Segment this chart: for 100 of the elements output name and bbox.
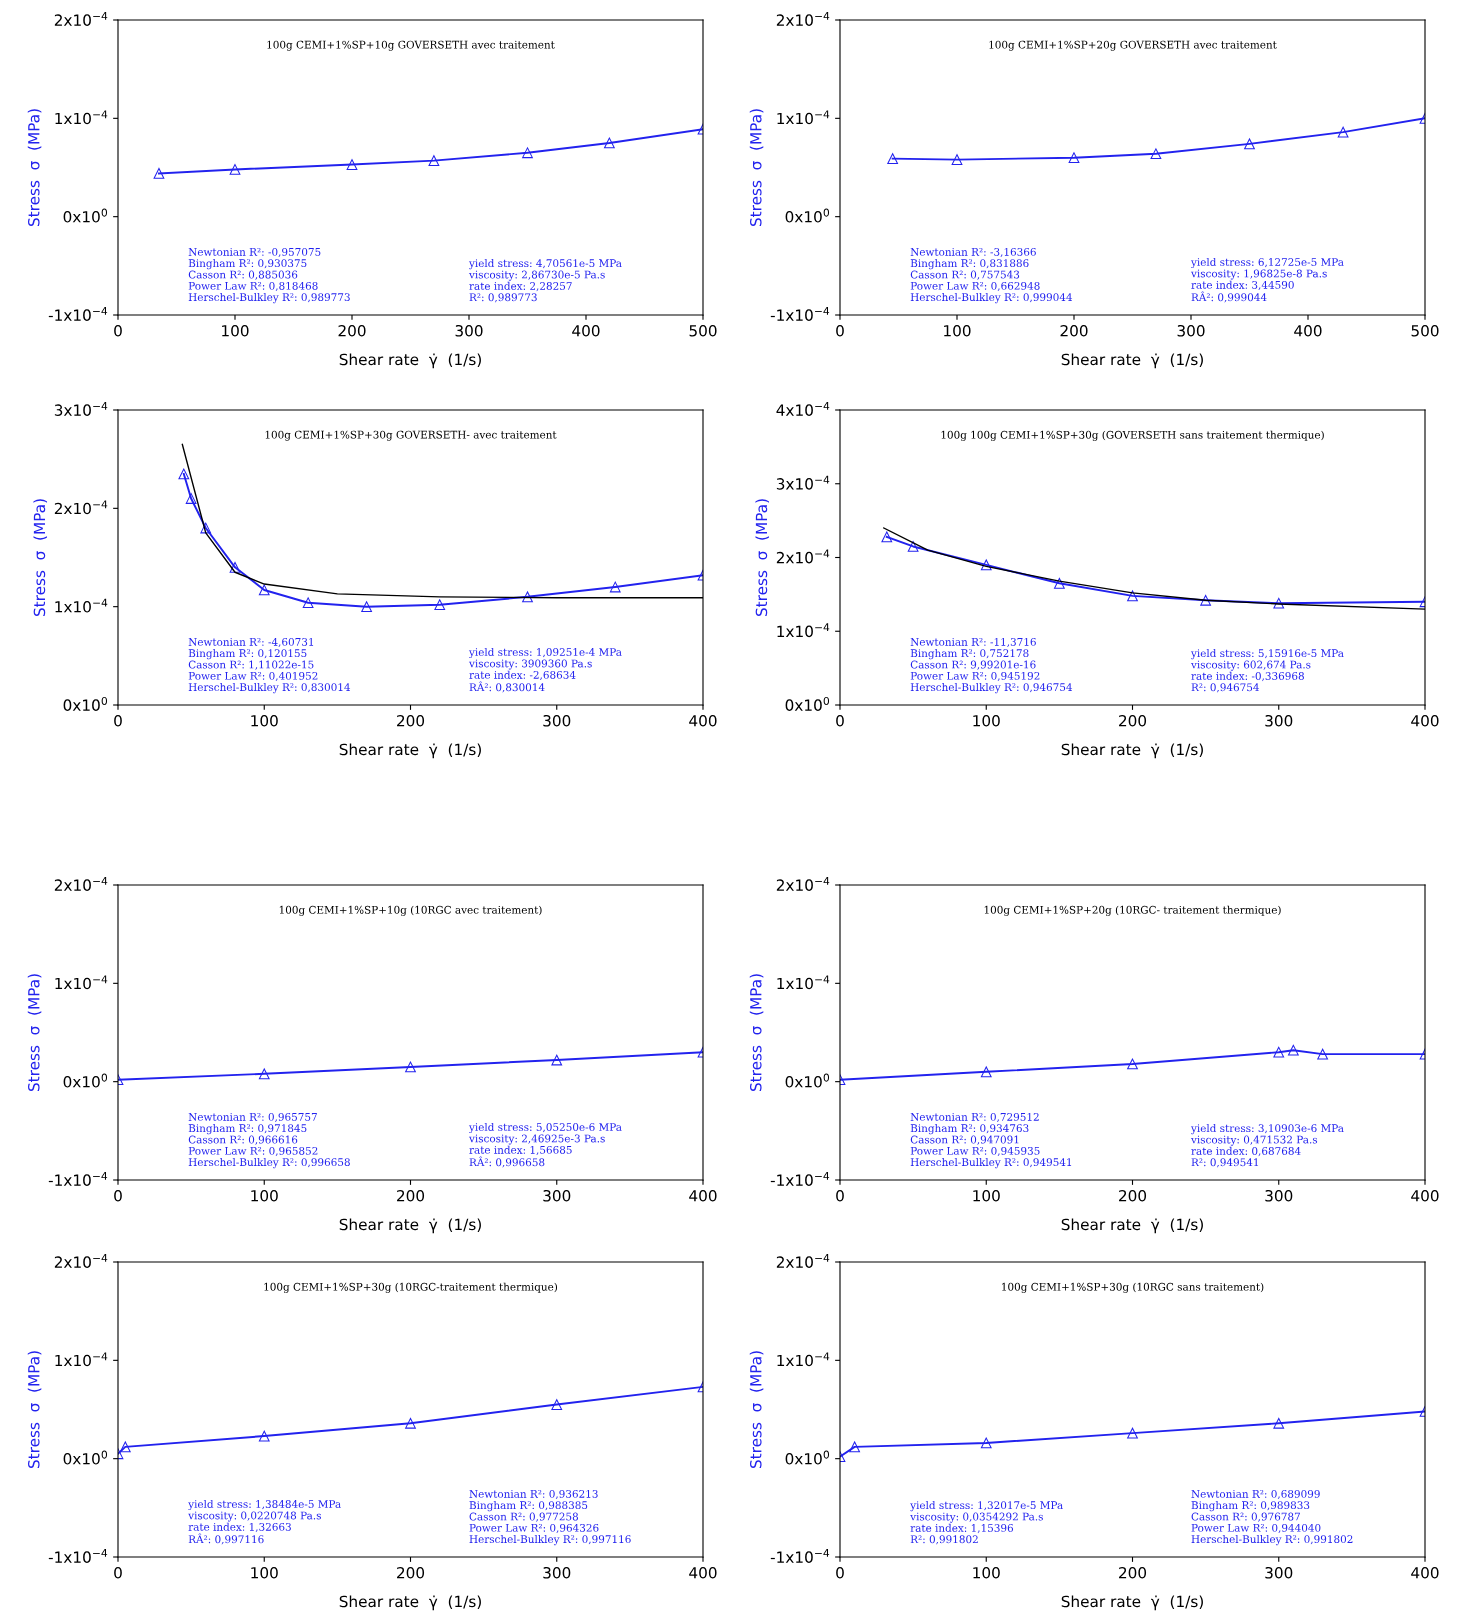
y-tick-label: 0x10$^{0}$ (63, 208, 108, 223)
x-tick-label: 0 (836, 714, 844, 727)
annotation: Newtonian R²: 0,689099 Bingham R²: 0,989833 Casson R²: 0,976787 Power Law R²: 0,944040 Herschel-Bulkley R²: 0,991802 (1191, 1489, 1353, 1546)
point (119, 1441, 131, 1453)
x-tick-label: 400 (1411, 1566, 1439, 1579)
y-axis-title: Stress σ (MPa) (749, 109, 764, 227)
y-tick-label: 2x10$^{−4}$ (776, 549, 830, 564)
x-axis-title: Shear rate γ̇ (1/s) (339, 353, 481, 369)
x-axis-title: Shear rate γ̇ (1/s) (1061, 743, 1203, 759)
point (1127, 590, 1138, 602)
x-tick-label: 400 (1294, 324, 1322, 337)
y-tick-label: 0x10$^{0}$ (785, 1450, 830, 1465)
text: 100g CEMI+1%SP+20g (10RGC- traitement thermique) (984, 905, 1281, 916)
x-tick-label: 300 (543, 1189, 571, 1202)
annotation: yield stress: 1,38484e-5 MPa viscosity: 0,0220748 Pa.s rate index: 1,32663 RÂ²: 0,997116 (188, 1499, 341, 1545)
point (185, 493, 197, 504)
x-tick-label: 300 (1177, 324, 1205, 337)
y-tick-label: 1x10$^{−4}$ (777, 975, 830, 990)
annotation: Newtonian R²: -3,16366 Bingham R²: 0,831886 Casson R²: 0,757543 Power Law R²: 0,662948 Herschel-Bulkley R²: 0,999044 (910, 247, 1073, 304)
annotation: yield stress: 4,70561e-5 MPa viscosity: 2,86730e-5 Pa.s rate index: 2,28257 R²: 0,989773 (468, 259, 622, 303)
point (302, 597, 314, 609)
point (551, 1399, 563, 1410)
point (428, 155, 440, 166)
y-axis-title: Stress σ (MPa) (749, 1351, 764, 1469)
point (1127, 1427, 1138, 1439)
y-axis-title: Stress σ (MPa) (33, 499, 48, 617)
annotation: yield stress: 5,05250e-6 MPa viscosity: 2,46925e-3 Pa.s rate index: 1,56685 RÂ²: 0,996658 (468, 1122, 622, 1168)
point (405, 1417, 416, 1429)
text: 100g CEMI+1%SP+30g (10RGC sans traitement) (1002, 1282, 1264, 1293)
y-tick-label: -1x10$^{−4}$ (770, 307, 830, 321)
text: 100g CEMI+1%SP+10g (10RGC avec traitement) (279, 905, 542, 916)
y-tick-label: 0x10$^{0}$ (785, 208, 830, 223)
y-tick-label: 0x10$^{0}$ (785, 1073, 830, 1088)
point (1273, 597, 1285, 609)
y-tick-label: -1x10$^{−4}$ (770, 1549, 830, 1563)
x-tick-label: 300 (1265, 714, 1293, 727)
point (609, 581, 621, 593)
point (980, 1437, 992, 1449)
point (907, 541, 919, 552)
x-tick-label: 0 (836, 1566, 844, 1579)
x-tick-label: 100 (973, 714, 1000, 727)
y-tick-label: -1x10$^{−4}$ (48, 1549, 108, 1563)
x-axis-title: Shear rate γ̇ (1/s) (339, 743, 481, 759)
x-axis-title: Shear rate γ̇ (1/s) (1061, 353, 1203, 369)
y-tick-label: 0x10$^{0}$ (785, 696, 830, 711)
y-tick-label: -1x10$^{−4}$ (770, 1172, 830, 1186)
y-tick-label: 1x10$^{−4}$ (55, 110, 108, 125)
point (361, 601, 373, 613)
x-axis-title: Shear rate γ̇ (1/s) (1061, 1218, 1203, 1234)
y-tick-label: 4x10$^{−4}$ (776, 402, 830, 416)
x-tick-label: 400 (1411, 1189, 1439, 1202)
x-tick-label: 300 (1265, 1189, 1293, 1202)
y-tick-label: 0x10$^{0}$ (63, 696, 108, 711)
y-tick-label: 3x10$^{−4}$ (54, 402, 108, 416)
x-tick-label: 100 (222, 324, 249, 337)
annotation: Newtonian R²: 0,729512 Bingham R²: 0,934763 Casson R²: 0,947091 Power Law R²: 0,945935 Herschel-Bulkley R²: 0,949541 (910, 1112, 1072, 1169)
y-tick-label: 0x10$^{0}$ (63, 1450, 108, 1465)
point (1127, 1058, 1138, 1070)
point (258, 584, 270, 596)
x-tick-label: 200 (1119, 714, 1147, 727)
x-tick-label: 500 (689, 324, 717, 337)
point (1273, 1046, 1285, 1058)
point (1317, 1048, 1329, 1060)
point (1200, 594, 1212, 606)
y-tick-label: 1x10$^{−4}$ (55, 1352, 108, 1367)
point (229, 164, 241, 175)
x-tick-label: 400 (1411, 714, 1439, 727)
point (522, 591, 533, 603)
annotation: yield stress: 3,10903e-6 MPa viscosity: 0,471532 Pa.s rate index: 0,687684 R²: 0,949541 (1190, 1124, 1344, 1168)
point (849, 1441, 861, 1453)
x-tick-label: 400 (572, 324, 600, 337)
y-tick-label: 3x10$^{−4}$ (776, 475, 830, 490)
point (1053, 577, 1065, 589)
x-tick-label: 500 (1411, 324, 1439, 337)
y-tick-label: 2x10$^{−4}$ (776, 877, 830, 891)
x-tick-label: 0 (114, 1566, 122, 1579)
annotation: yield stress: 6,12725e-5 MPa viscosity: 1,96825e-8 Pa.s rate index: 3,44590 RÂ²: 0,999044 (1190, 257, 1344, 303)
y-tick-label: 2x10$^{−4}$ (776, 12, 830, 26)
point (551, 1054, 563, 1066)
x-tick-label: 0 (114, 714, 122, 727)
x-tick-label: 100 (251, 1566, 278, 1579)
y-tick-label: 2x10$^{−4}$ (54, 877, 108, 891)
y-tick-label: 2x10$^{−4}$ (54, 500, 108, 515)
annotation: Newtonian R²: -4,60731 Bingham R²: 0,120155 Casson R²: 1,11022e-15 Power Law R²: 0,401952 Herschel-Bulkley R²: 0,830014 (188, 637, 351, 694)
x-tick-label: 200 (397, 1566, 425, 1579)
x-tick-label: 400 (689, 714, 717, 727)
point (1287, 1044, 1299, 1056)
y-axis-title: Stress σ (MPa) (749, 974, 764, 1092)
y-tick-label: 2x10$^{−4}$ (776, 1254, 830, 1268)
annotation: Newtonian R²: 0,965757 Bingham R²: 0,971845 Casson R²: 0,966616 Power Law R²: 0,965852 Herschel-Bulkley R²: 0,996658 (188, 1112, 350, 1169)
y-tick-label: 0x10$^{0}$ (63, 1073, 108, 1088)
y-axis-title: Stress σ (MPa) (27, 1351, 42, 1469)
x-tick-label: 300 (543, 714, 571, 727)
point (604, 137, 615, 149)
x-tick-label: 300 (543, 1566, 571, 1579)
y-tick-label: -1x10$^{−4}$ (48, 1172, 108, 1186)
x-axis-title: Shear rate γ̇ (1/s) (339, 1218, 481, 1234)
x-tick-label: 200 (1119, 1189, 1147, 1202)
point (200, 522, 212, 534)
point (153, 168, 165, 179)
